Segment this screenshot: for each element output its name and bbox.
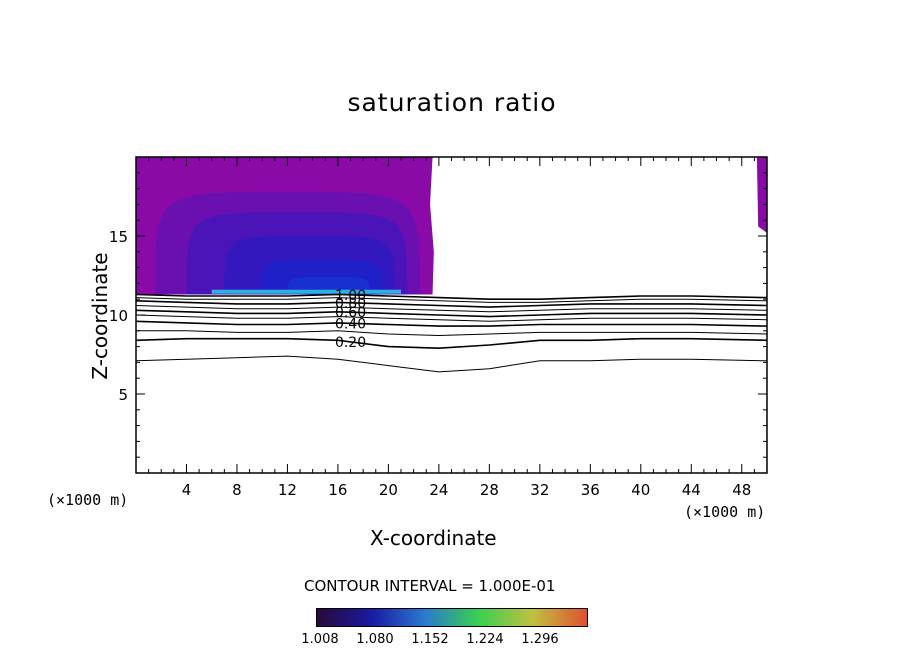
contour-interval-text: CONTOUR INTERVAL = 1.000E-01: [304, 577, 556, 595]
colorbar-tick-label: 1.296: [521, 632, 559, 647]
x-tick-label: 48: [732, 481, 751, 499]
y-tick-label: 15: [109, 228, 128, 246]
contour-level-label: 1.00: [335, 288, 366, 304]
y-tick-label: 5: [118, 386, 128, 404]
chart-title: saturation ratio: [347, 88, 557, 117]
y-tick-label: 10: [109, 307, 128, 325]
contour-line: [136, 297, 767, 303]
contour-level-label: 0.40: [335, 316, 366, 332]
contour-line: [136, 293, 767, 300]
x-tick-label: 4: [182, 481, 192, 499]
x-tick-label: 12: [278, 481, 297, 499]
contour-labels: 1.000.800.600.40 0.20: [335, 288, 366, 351]
colorbar: [316, 608, 588, 627]
x-unit-label-left: (×1000 m): [47, 491, 129, 509]
contour-lines: [136, 293, 767, 373]
colorbar-tick-label: 1.008: [301, 632, 339, 647]
x-tick-label: 44: [682, 481, 701, 499]
contour-level-label: 0.20: [335, 335, 366, 351]
saturation-fill-region: [136, 157, 767, 295]
contour-level-label: 0.80: [335, 296, 366, 312]
contour-line: [136, 330, 767, 337]
x-tick-label: 16: [328, 481, 347, 499]
contour-line: [136, 355, 767, 373]
x-tick-label: 36: [581, 481, 600, 499]
colorbar-tick-label: 1.152: [411, 632, 449, 647]
contour-line: [136, 305, 767, 313]
x-tick-label: 24: [429, 481, 448, 499]
colorbar-tick-label: 1.224: [466, 632, 504, 647]
saturation-fill-band: [756, 157, 767, 233]
saturation-peak-band: [211, 289, 402, 294]
x-tick-label: 8: [232, 481, 242, 499]
x-tick-label: 40: [631, 481, 650, 499]
contour-line: [136, 300, 767, 308]
x-tick-label: 28: [480, 481, 499, 499]
contour-line: [136, 320, 767, 327]
x-tick-label: 32: [530, 481, 549, 499]
y-axis: 5 10 15: [109, 172, 767, 458]
colorbar-tick-label: 1.080: [356, 632, 394, 647]
y-axis-label: Z-coordinate: [88, 252, 112, 380]
x-axis: 4 8 12 16 20 24 28 32 36 40 44 48: [148, 157, 755, 499]
x-unit-label-right: (×1000 m): [684, 503, 766, 521]
contour-line: [136, 337, 767, 350]
x-tick-label: 20: [379, 481, 398, 499]
contour-line: [136, 309, 767, 318]
x-axis-label: X-coordinate: [370, 526, 497, 550]
contour-line: [136, 314, 767, 322]
contour-level-label: 0.60: [335, 305, 366, 321]
